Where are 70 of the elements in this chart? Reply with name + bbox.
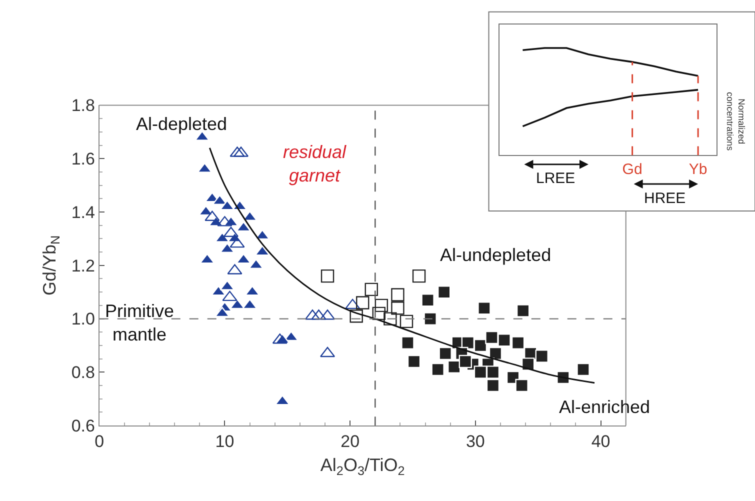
point <box>421 294 434 307</box>
y-axis-title: Normalized concentrations <box>724 92 747 152</box>
line-series <box>208 147 596 384</box>
point <box>230 237 245 248</box>
point <box>350 310 363 323</box>
point <box>516 304 530 318</box>
point <box>535 350 548 363</box>
y-tick-label: 1.0 <box>71 310 95 329</box>
point <box>236 221 252 232</box>
x-tick-label: Gd <box>622 161 642 178</box>
point <box>345 298 360 310</box>
x-tick-label: 40 <box>591 432 610 451</box>
x-tick-label: 10 <box>215 432 234 451</box>
y-tick-label: 0.6 <box>71 416 95 436</box>
x-axis-title: Al$_{2}$O$_{3}$/TiO$_{2}$ <box>320 455 405 478</box>
point <box>401 336 414 350</box>
point <box>200 253 215 264</box>
point <box>391 288 404 302</box>
point <box>515 378 528 392</box>
annotation: Primitive mantle <box>105 301 174 344</box>
x-tick-label: 20 <box>340 432 360 451</box>
x-tick-label: 0 <box>94 432 104 451</box>
annotation: Al-enriched <box>559 397 650 417</box>
annotation: Al-undepleted <box>440 245 552 265</box>
point <box>391 302 404 315</box>
point <box>458 354 472 368</box>
point <box>230 298 245 310</box>
point <box>431 362 444 376</box>
point <box>485 330 498 344</box>
annotation: Al-depleted <box>136 114 228 134</box>
point <box>356 296 370 310</box>
y-tick-label: 1.6 <box>71 150 95 169</box>
point <box>384 312 397 326</box>
point <box>498 334 511 347</box>
annotation: residual garnet <box>283 142 348 186</box>
point <box>412 269 426 283</box>
y-tick-label: 1.4 <box>71 202 95 222</box>
y-tick-label: 1.8 <box>71 96 95 116</box>
point <box>364 282 378 296</box>
y-tick-label: 1.2 <box>71 256 95 276</box>
point <box>244 285 260 296</box>
annotation: LREE <box>536 170 576 187</box>
x-tick-label: Yb <box>688 161 708 178</box>
point <box>448 360 461 374</box>
point <box>576 362 590 376</box>
point <box>478 302 491 315</box>
point <box>198 205 214 216</box>
point <box>438 285 451 299</box>
point <box>210 285 226 296</box>
point <box>407 354 421 368</box>
point <box>254 245 270 256</box>
point <box>511 336 525 350</box>
point <box>320 269 334 283</box>
point <box>486 378 500 392</box>
point <box>214 306 230 318</box>
point <box>254 229 270 240</box>
point <box>474 338 488 352</box>
x-tick-label: 30 <box>466 432 485 451</box>
point <box>400 314 414 328</box>
point <box>236 253 252 264</box>
point <box>474 366 488 379</box>
point <box>242 298 258 310</box>
point <box>424 312 437 326</box>
point <box>438 346 452 360</box>
text: HREE <box>644 190 686 207</box>
point <box>374 298 388 312</box>
point <box>486 366 500 379</box>
point <box>372 306 386 320</box>
point <box>222 290 238 302</box>
y-tick-label: 0.8 <box>71 363 95 382</box>
